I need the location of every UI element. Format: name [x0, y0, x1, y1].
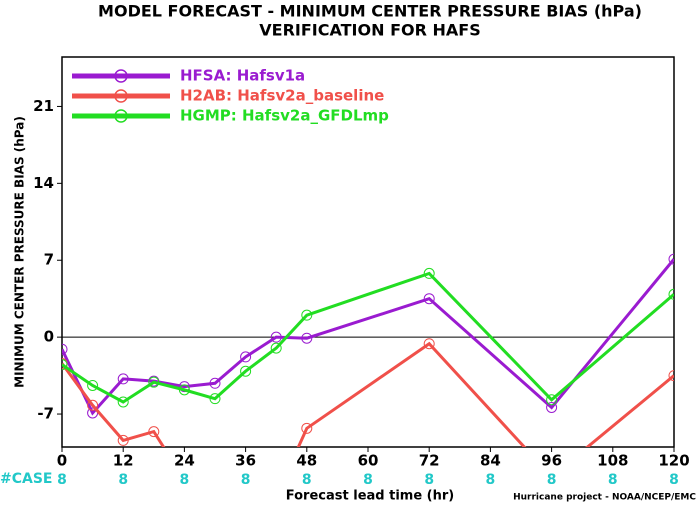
cases-label: #CASE — [0, 471, 53, 487]
x-tick-label: 84 — [480, 452, 501, 470]
x-axis-label: Forecast lead time (hr) — [286, 489, 454, 504]
point-marker — [148, 426, 160, 438]
point-marker — [270, 342, 282, 354]
case-count: 8 — [547, 472, 557, 488]
y-tick-label: 0 — [44, 328, 54, 346]
plot-area — [62, 253, 674, 501]
point-marker — [178, 384, 190, 396]
point-marker — [423, 338, 435, 350]
legend-label: HFSA: Hafsv1a — [180, 67, 305, 85]
point-marker — [87, 379, 99, 391]
x-tick-label: 120 — [658, 452, 689, 470]
case-count: 8 — [424, 472, 434, 488]
point-marker — [668, 288, 674, 300]
chart-title: MODEL FORECAST - MINIMUM CENTER PRESSURE… — [98, 2, 642, 21]
x-tick-label: 0 — [57, 452, 67, 470]
case-count: 8 — [118, 472, 128, 488]
point-marker — [270, 331, 282, 343]
series-line — [62, 341, 674, 447]
point-marker — [423, 293, 435, 305]
point-marker — [209, 393, 221, 405]
legend-marker — [114, 89, 128, 103]
point-marker — [546, 394, 558, 406]
point-marker — [117, 396, 129, 408]
point-marker — [87, 399, 99, 411]
legend-label: H2AB: Hafsv2a_baseline — [180, 87, 384, 105]
case-count: 8 — [486, 472, 496, 488]
y-tick-label: 21 — [33, 97, 54, 115]
footer: Hurricane project - NOAA/NCEP/EMC — [513, 493, 696, 503]
point-marker — [301, 422, 313, 434]
point-marker — [301, 332, 313, 344]
x-tick-label: 60 — [358, 452, 379, 470]
case-count: 8 — [57, 472, 67, 488]
y-tick-label: 14 — [33, 174, 54, 192]
point-marker — [546, 401, 558, 413]
case-count: 8 — [363, 472, 373, 488]
x-tick-label: 36 — [235, 452, 256, 470]
legend-marker — [114, 69, 128, 83]
point-marker — [240, 351, 252, 363]
x-tick-label: 24 — [174, 452, 195, 470]
case-count: 8 — [608, 472, 618, 488]
legend-marker — [114, 109, 128, 123]
x-tick-label: 108 — [597, 452, 628, 470]
point-marker — [668, 370, 674, 382]
chart-subtitle: VERIFICATION FOR HAFS — [259, 21, 480, 40]
series-line — [62, 258, 674, 416]
y-axis-label: MINIMUM CENTER PRESSURE BIAS (hPa) — [13, 116, 27, 388]
point-marker — [271, 491, 281, 501]
y-tick-label: -7 — [37, 405, 54, 423]
point-marker — [62, 359, 68, 371]
x-tick-label: 96 — [541, 452, 562, 470]
point-marker — [117, 373, 129, 385]
point-marker — [668, 253, 674, 265]
point-marker — [423, 267, 435, 279]
x-tick-label: 12 — [113, 452, 134, 470]
y-tick-label: 7 — [44, 251, 54, 269]
legend-label: HGMP: Hafsv2a_GFDLmp — [180, 107, 389, 125]
case-count: 8 — [180, 472, 190, 488]
case-count: 8 — [241, 472, 251, 488]
x-tick-label: 48 — [296, 452, 317, 470]
point-marker — [301, 309, 313, 321]
x-tick-label: 72 — [419, 452, 440, 470]
point-marker — [117, 434, 129, 446]
point-marker — [178, 381, 190, 393]
case-count: 8 — [302, 472, 312, 488]
case-count: 8 — [669, 472, 679, 488]
point-marker — [209, 377, 221, 389]
point-marker — [148, 376, 160, 388]
point-marker — [240, 365, 252, 377]
point-marker — [62, 343, 68, 355]
series-line — [62, 271, 674, 404]
